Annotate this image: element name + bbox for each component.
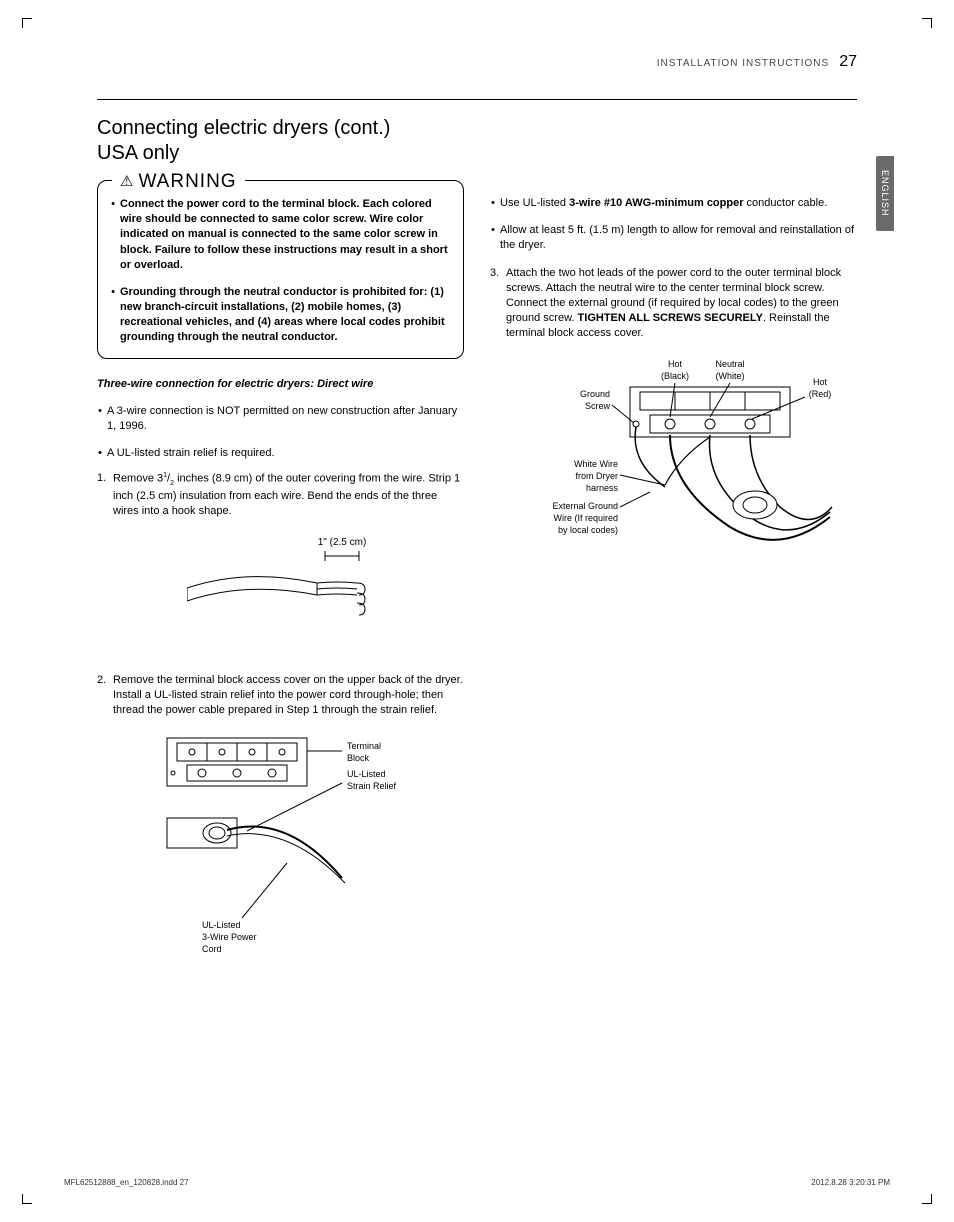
label-neutral: (White) bbox=[716, 371, 745, 381]
crop-mark bbox=[922, 1194, 932, 1204]
warning-bullet: • Connect the power cord to the terminal… bbox=[110, 197, 451, 273]
label-white-wire: White Wire bbox=[574, 459, 618, 469]
header-rule bbox=[97, 99, 857, 100]
label-white-wire: from Dryer bbox=[576, 471, 619, 481]
crop-mark bbox=[922, 18, 932, 28]
body-bullet: • A UL-listed strain relief is required. bbox=[97, 446, 464, 461]
label-strain-relief: Strain Relief bbox=[347, 781, 397, 791]
label-ext-ground: External Ground bbox=[552, 501, 618, 511]
text-fragment: Remove 3 bbox=[113, 473, 163, 485]
section-label: INSTALLATION INSTRUCTIONS bbox=[657, 58, 829, 69]
warning-text: Connect the power cord to the terminal b… bbox=[120, 197, 451, 273]
label-power-cord: UL-Listed bbox=[202, 920, 241, 930]
step-text: Attach the two hot leads of the power co… bbox=[506, 266, 857, 342]
label-hot-black: (Black) bbox=[661, 371, 689, 381]
body-text: Use UL-listed 3-wire #10 AWG-minimum cop… bbox=[500, 196, 827, 211]
crop-mark bbox=[22, 18, 32, 28]
text-fragment: conductor cable. bbox=[744, 197, 828, 209]
bullet-dot: • bbox=[97, 404, 103, 434]
label-ext-ground: Wire (If required bbox=[553, 513, 618, 523]
running-header: INSTALLATION INSTRUCTIONS 27 bbox=[97, 53, 857, 71]
subsection-heading: Three-wire connection for electric dryer… bbox=[97, 377, 464, 392]
step-text: Remove the terminal block access cover o… bbox=[113, 673, 464, 719]
right-column: • Use UL-listed 3-wire #10 AWG-minimum c… bbox=[490, 190, 857, 953]
label-neutral: Neutral bbox=[715, 359, 744, 369]
bullet-dot: • bbox=[490, 196, 496, 211]
label-power-cord: 3-Wire Power bbox=[202, 932, 257, 942]
bullet-dot: • bbox=[110, 285, 116, 346]
title-line2: USA only bbox=[97, 142, 179, 164]
step-2: 2. Remove the terminal block access cove… bbox=[97, 673, 464, 719]
label-ext-ground: by local codes) bbox=[558, 525, 618, 535]
label-ground-screw: Ground bbox=[580, 389, 610, 399]
body-bullet: • Use UL-listed 3-wire #10 AWG-minimum c… bbox=[490, 196, 857, 211]
title-line1: Connecting electric dryers (cont.) bbox=[97, 117, 390, 139]
text-fragment: inches (8.9 cm) of the outer covering fr… bbox=[113, 473, 460, 517]
warning-text: Grounding through the neutral conductor … bbox=[120, 285, 451, 346]
page-content: INSTALLATION INSTRUCTIONS 27 Connecting … bbox=[97, 55, 857, 953]
label-hot-red: Hot bbox=[813, 377, 828, 387]
text-fragment: Use UL-listed bbox=[500, 197, 569, 209]
body-text: Allow at least 5 ft. (1.5 m) length to a… bbox=[500, 223, 857, 253]
body-bullet: • Allow at least 5 ft. (1.5 m) length to… bbox=[490, 223, 857, 253]
label-ground-screw: Screw bbox=[585, 401, 611, 411]
step-3: 3. Attach the two hot leads of the power… bbox=[490, 266, 857, 342]
label-terminal-block: Terminal bbox=[347, 741, 381, 751]
figure-wire-strip: 1" (2.5 cm) bbox=[187, 533, 464, 623]
print-footer: MFL62512888_en_120828.indd 27 2012.8.28 … bbox=[64, 1178, 890, 1187]
crop-mark bbox=[22, 1194, 32, 1204]
figure-label: 1" (2.5 cm) bbox=[318, 537, 367, 548]
label-white-wire: harness bbox=[586, 483, 619, 493]
page-number: 27 bbox=[839, 53, 857, 71]
warning-box: ⚠ WARNING • Connect the power cord to th… bbox=[97, 180, 464, 359]
page-title: Connecting electric dryers (cont.) USA o… bbox=[97, 116, 857, 166]
step-text: Remove 31/2 inches (8.9 cm) of the outer… bbox=[113, 471, 464, 519]
footer-timestamp: 2012.8.28 3:20:31 PM bbox=[811, 1178, 890, 1187]
fraction-numerator: 1 bbox=[163, 472, 167, 479]
step-number: 1. bbox=[97, 471, 109, 519]
warning-heading: ⚠ WARNING bbox=[112, 169, 245, 195]
text-fragment: TIGHTEN ALL SCREWS SECURELY bbox=[578, 312, 763, 324]
bullet-dot: • bbox=[490, 223, 496, 253]
body-text: A UL-listed strain relief is required. bbox=[107, 446, 275, 461]
label-hot-red: (Red) bbox=[809, 389, 832, 399]
warning-heading-text: WARNING bbox=[138, 169, 236, 195]
left-column: ⚠ WARNING • Connect the power cord to th… bbox=[97, 176, 464, 953]
text-fragment: 3-wire #10 AWG-minimum copper bbox=[569, 197, 743, 209]
warning-icon: ⚠ bbox=[120, 172, 134, 193]
label-terminal-block: Block bbox=[347, 753, 370, 763]
label-hot-black: Hot bbox=[668, 359, 683, 369]
bullet-dot: • bbox=[110, 197, 116, 273]
label-power-cord: Cord bbox=[202, 944, 222, 953]
warning-bullet: • Grounding through the neutral conducto… bbox=[110, 285, 451, 346]
label-strain-relief: UL-Listed bbox=[347, 769, 386, 779]
step-number: 2. bbox=[97, 673, 109, 719]
figure-terminal-block: Terminal Block UL-Listed Strain Relief bbox=[147, 733, 464, 953]
step-number: 3. bbox=[490, 266, 502, 342]
bullet-dot: • bbox=[97, 446, 103, 461]
step-1: 1. Remove 31/2 inches (8.9 cm) of the ou… bbox=[97, 471, 464, 519]
body-bullet: • A 3-wire connection is NOT permitted o… bbox=[97, 404, 464, 434]
footer-filename: MFL62512888_en_120828.indd 27 bbox=[64, 1178, 189, 1187]
figure-wiring-diagram: Hot (Black) Neutral (White) Hot (Red) Gr… bbox=[500, 357, 857, 567]
language-tab: ENGLISH bbox=[876, 156, 894, 231]
body-text: A 3-wire connection is NOT permitted on … bbox=[107, 404, 464, 434]
